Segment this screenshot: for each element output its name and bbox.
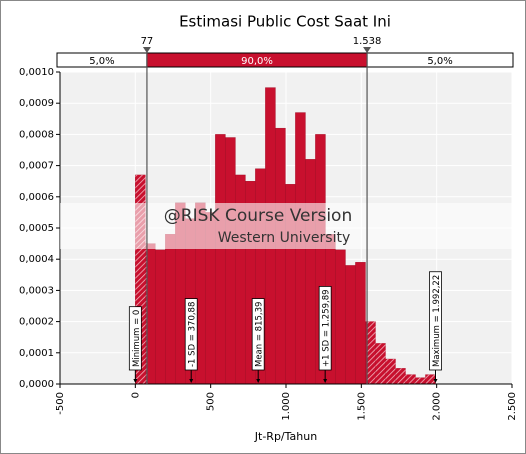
y-tick-label: 0,0007 (19, 161, 54, 172)
tail-hatch (385, 359, 396, 384)
bar (345, 265, 356, 385)
y-tick-label: 0,0010 (19, 67, 54, 78)
x-tick-label: 2.500 (507, 392, 518, 421)
marker-label: -1 SD = 370,88 (188, 302, 198, 367)
bar (305, 159, 316, 385)
bar (275, 127, 286, 385)
x-tick-label: 1.000 (281, 392, 292, 421)
marker-arrowhead (323, 379, 328, 383)
marker-label: Mean = 815,39 (255, 302, 265, 367)
marker-box (128, 306, 142, 371)
bar (355, 262, 366, 385)
marker-arrowhead (256, 379, 261, 383)
region-label: 90,0% (241, 56, 273, 67)
y-tick-label: 0,0001 (19, 348, 54, 359)
marker-arrowhead (133, 379, 138, 383)
y-tick-label: 0,0002 (19, 317, 54, 328)
delimiter-label: 77 (141, 36, 154, 47)
x-tick-label: 2.000 (432, 392, 443, 421)
marker-box (251, 298, 265, 371)
marker-arrowhead (189, 379, 194, 383)
bar (215, 134, 226, 385)
tail-hatch (135, 174, 146, 384)
region-label: 5,0% (89, 56, 114, 67)
delimiter-handle (142, 47, 151, 53)
bar (155, 249, 166, 385)
tail-hatch (145, 243, 147, 384)
marker: +1 SD = 1.259,89 (318, 286, 332, 383)
tail-hatch (405, 374, 416, 384)
tail-hatch (375, 343, 386, 384)
tail-hatch (367, 321, 376, 384)
bar (335, 249, 346, 385)
tail-hatch (395, 368, 406, 384)
marker-label: Minimum = 0 (132, 310, 142, 367)
watermark: Western University (218, 230, 351, 246)
y-tick-label: 0,0009 (19, 98, 54, 109)
delimiter-label: 1.538 (353, 36, 382, 47)
watermark-band (60, 203, 512, 249)
watermark: @RISK Course Version (164, 206, 352, 226)
marker-label: +1 SD = 1.259,89 (322, 289, 332, 367)
y-tick-label: 0,0003 (19, 285, 54, 296)
x-tick-label: 1.500 (356, 392, 367, 421)
x-tick-label: 500 (206, 392, 217, 411)
marker-box (318, 286, 332, 371)
y-tick-label: 0,0005 (19, 223, 54, 234)
bar (225, 137, 236, 385)
marker-box (184, 298, 198, 371)
y-tick-label: 0,0006 (19, 192, 54, 203)
y-tick-label: 0,0000 (19, 379, 54, 390)
tail-hatch (415, 377, 426, 384)
marker: Minimum = 0 (128, 306, 142, 383)
y-tick-label: 0,0008 (19, 129, 54, 140)
delimiter-handle (363, 47, 372, 53)
tail-hatch (425, 374, 436, 384)
x-tick-label: -500 (55, 392, 66, 415)
x-tick-label: 0 (130, 392, 141, 398)
marker-box (429, 271, 442, 371)
marker-arrowhead (433, 379, 438, 383)
marker: Maximum = 1.992,22 (429, 271, 442, 383)
y-tick-label: 0,0004 (19, 254, 54, 265)
bar (165, 234, 176, 385)
region-label: 5,0% (427, 56, 452, 67)
x-axis-label: Jt-Rp/Tahun (254, 430, 317, 443)
chart-title: Estimasi Public Cost Saat Ini (179, 13, 391, 31)
marker: Mean = 815,39 (251, 298, 265, 383)
marker: -1 SD = 370,88 (184, 298, 198, 383)
marker-label: Maximum = 1.992,22 (432, 275, 442, 367)
